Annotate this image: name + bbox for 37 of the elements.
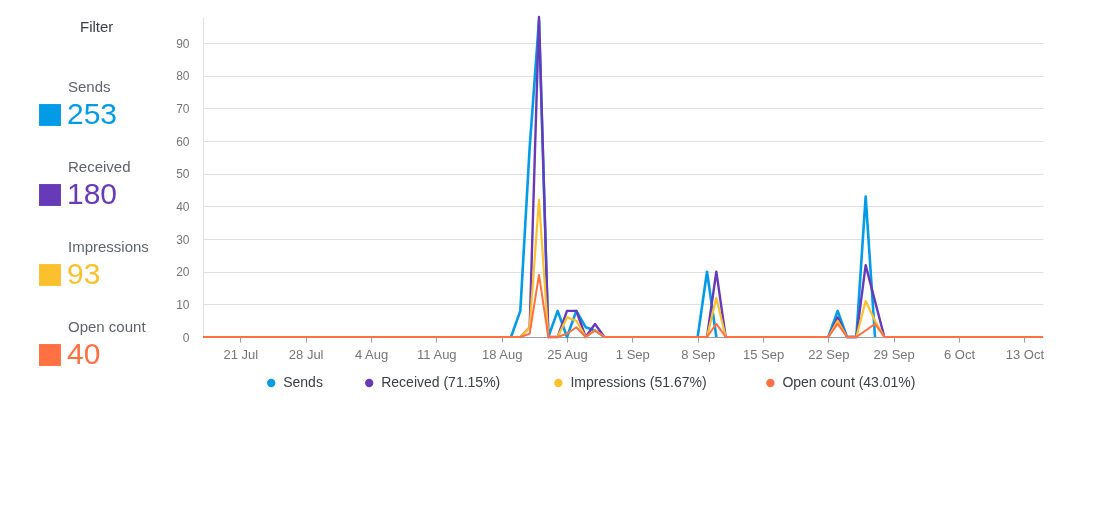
y-tick-label: 90 — [176, 36, 190, 51]
x-tick-label: 11 Aug — [417, 346, 457, 362]
data-label: 253 — [67, 97, 118, 130]
x-tick-label: 15 Sep — [742, 346, 785, 362]
y-tick-label: 70 — [176, 101, 190, 116]
x-tick-label: 21 Jul — [223, 346, 259, 362]
x-tick-label: 22 Sep — [808, 346, 850, 362]
x-tick-label: 29 Sep — [873, 346, 915, 362]
legend-label: Open count (43.01%) — [782, 374, 916, 390]
x-tick-label: 13 Oct — [1005, 346, 1045, 362]
legend-label: Sends — [283, 374, 323, 390]
data-label: 93 — [67, 257, 101, 290]
y-tick-label: 50 — [176, 167, 190, 182]
x-tick-label: 1 Sep — [615, 346, 650, 362]
x-tick-label: 28 Jul — [288, 346, 324, 362]
y-tick-label: 0 — [182, 330, 190, 345]
y-tick-label: 20 — [176, 265, 190, 280]
x-tick-label: 25 Aug — [547, 346, 588, 362]
legend-label: Impressions (51.67%) — [570, 374, 707, 390]
legend-label: Received (71.15%) — [381, 374, 501, 390]
y-tick-label: 40 — [176, 199, 190, 214]
category-label: Impressions — [68, 238, 149, 255]
y-tick-label: 60 — [176, 134, 190, 149]
text: Filter — [80, 18, 114, 35]
data-label: 180 — [67, 177, 118, 210]
y-tick-label: 10 — [176, 297, 190, 312]
data-label: 40 — [67, 337, 101, 370]
line-series — [202, 273, 1044, 338]
x-tick-label: 8 Sep — [681, 346, 716, 362]
y-tick-label: 80 — [176, 69, 190, 84]
category-label: Open count — [68, 318, 147, 335]
y-tick-label: 30 — [176, 232, 190, 247]
category-label: Sends — [68, 78, 111, 95]
category-label: Received — [68, 158, 131, 175]
x-tick-label: 18 Aug — [481, 346, 523, 362]
x-tick-label: 4 Aug — [354, 346, 389, 362]
x-tick-label: 6 Oct — [943, 346, 976, 362]
